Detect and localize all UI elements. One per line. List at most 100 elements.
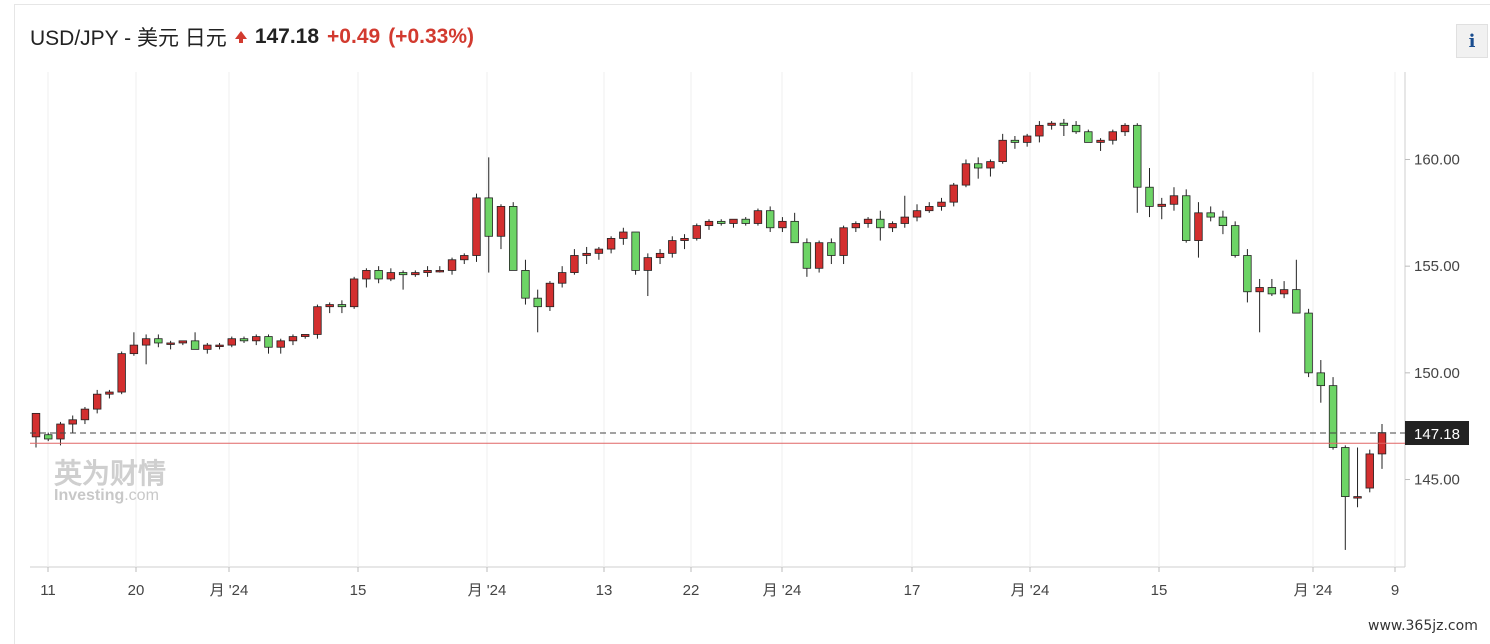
candle-body (729, 218, 738, 224)
candle-body (68, 419, 77, 425)
watermark-en: Investing.com (54, 487, 159, 504)
candle-body (1292, 289, 1301, 314)
candle-body (949, 184, 958, 203)
candle-body (398, 272, 408, 276)
y-tick-label: 160.00 (1414, 151, 1460, 168)
candle-body (447, 259, 457, 271)
candle-body (227, 338, 236, 346)
info-icon: i (1468, 30, 1476, 52)
candle-body (337, 304, 347, 308)
candle-body (1279, 289, 1289, 295)
candle-body (325, 304, 334, 308)
candle-body (288, 336, 298, 342)
candle-body (655, 252, 665, 259)
candle-body (680, 238, 689, 241)
candle-body (1010, 139, 1020, 143)
candle-body (802, 242, 812, 269)
candle-body (1096, 139, 1105, 143)
candle-body (570, 255, 579, 273)
candle-body (496, 206, 506, 237)
y-axis: 145.00 150.00 155.00 160.00 (1405, 151, 1460, 489)
x-tick-label: 11 (40, 582, 56, 599)
x-tick-label: 17 (904, 582, 921, 599)
candle-body (643, 257, 653, 271)
candle-body (460, 255, 469, 261)
x-tick-label: 月 '24 (763, 582, 802, 599)
last-price-box (1405, 421, 1469, 446)
x-tick-label: 月 '24 (1011, 582, 1050, 599)
candle-body (765, 210, 775, 229)
candle-body (1194, 212, 1203, 241)
candle-body (1169, 195, 1179, 205)
candle-body (668, 240, 677, 254)
candle-body (313, 306, 322, 335)
candle-body (166, 342, 175, 345)
candle-body (876, 218, 885, 229)
candle-body (215, 344, 224, 348)
y-tick-label: 155.00 (1414, 258, 1460, 275)
chart-frame (14, 4, 1490, 644)
candle-body (912, 210, 922, 218)
candle-body (92, 393, 102, 410)
candle-body (1365, 453, 1374, 489)
candle-body (692, 225, 701, 239)
candle-body (1047, 122, 1056, 126)
candle-body (1157, 203, 1166, 207)
candle-body (1353, 496, 1362, 499)
candle-body (1255, 287, 1264, 293)
last-price-label: 147.18 (1414, 426, 1460, 443)
x-tick-label: 月 '24 (210, 582, 249, 599)
candle-body (827, 242, 836, 256)
candle-body (606, 238, 616, 250)
candle-body (631, 231, 640, 271)
candle-body (717, 220, 726, 224)
watermark: 英为财情 Investing.com (54, 457, 166, 504)
x-tick-label: 15 (350, 582, 367, 599)
candle-body (594, 248, 604, 254)
candle-body (704, 220, 714, 227)
candle-body (1243, 255, 1252, 293)
candle-body (790, 220, 799, 244)
candle-body (814, 242, 824, 269)
site-credit: www.365jz.com (1368, 618, 1478, 634)
y-tick-label: 145.00 (1414, 472, 1460, 489)
candle-body (986, 161, 995, 169)
candle-body (190, 340, 200, 350)
candle-body (56, 423, 65, 440)
x-tick-label: 月 '24 (468, 582, 507, 599)
candle-body (557, 272, 567, 284)
candle-body (472, 197, 481, 256)
candle-body (900, 216, 909, 224)
candle-body (301, 334, 310, 337)
candle-body (741, 218, 750, 224)
watermark-cn: 英为财情 (54, 457, 166, 490)
chart-header: USD/JPY - 美元 日元 147.18 +0.49 (+0.33%) (30, 22, 474, 52)
candle-body (1133, 124, 1142, 188)
last-price: 147.18 (254, 25, 320, 48)
candle-body (998, 139, 1007, 163)
candle-body (1108, 131, 1117, 141)
info-button[interactable]: i (1456, 24, 1488, 58)
x-tick-label: 20 (128, 582, 145, 599)
x-tick-label: 月 '24 (1294, 582, 1333, 599)
candle-body (1316, 372, 1326, 387)
candle-body (1120, 124, 1130, 133)
candle-body (1084, 131, 1093, 143)
candle-body (1267, 287, 1277, 295)
candles (31, 118, 1387, 550)
candle-body (264, 336, 273, 348)
candle-body (533, 297, 542, 308)
candle-body (423, 270, 432, 273)
candle-body (117, 353, 126, 393)
candle-body (1328, 385, 1338, 448)
candle-body (582, 252, 591, 256)
y-tick-label: 150.00 (1414, 365, 1460, 382)
candle-body (362, 270, 371, 280)
candle-body (276, 340, 285, 348)
candle-body (961, 163, 971, 186)
candle-body (105, 391, 114, 395)
candle-body (925, 206, 934, 212)
candle-body (619, 231, 628, 239)
candle-body (1145, 186, 1154, 207)
